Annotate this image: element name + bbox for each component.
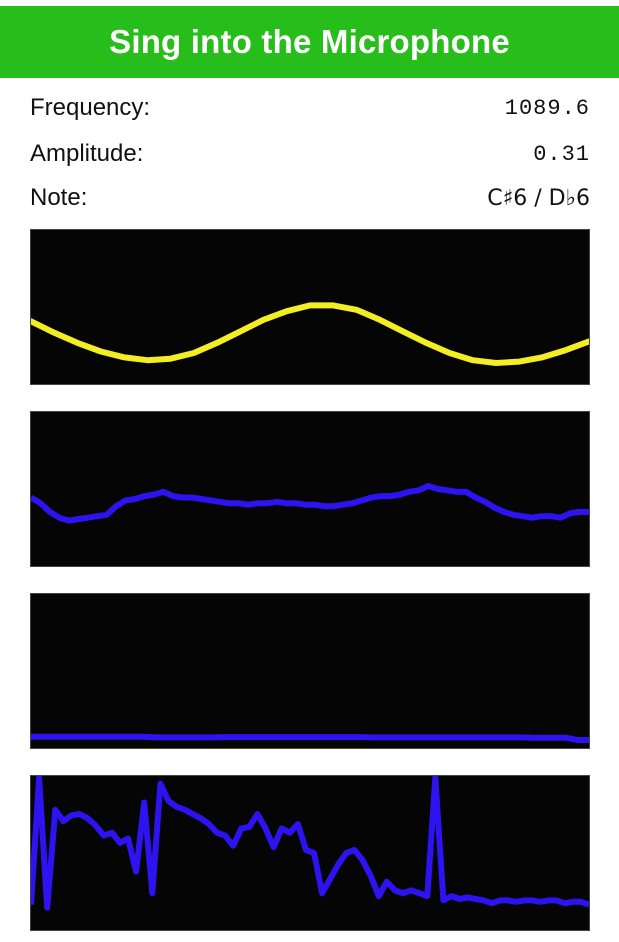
spectrum-plot-2 [30, 593, 590, 749]
spectrum-plot-3 [30, 775, 590, 931]
spectrum-svg-1 [31, 483, 589, 524]
spectrum-svg-3 [31, 776, 589, 911]
note-label: Note: [30, 184, 88, 211]
spectrum-line-1 [31, 483, 589, 524]
spectrum-line-2 [31, 733, 589, 743]
note-row: Note: C♯6 / D♭6 [30, 181, 590, 215]
amplitude-value: 0.31 [533, 141, 590, 167]
frequency-value: 1089.6 [504, 95, 590, 121]
spectrum-svg-2 [31, 733, 589, 743]
amplitude-row: Amplitude: 0.31 [30, 137, 590, 171]
note-value: C♯6 / D♭6 [487, 185, 590, 211]
amplitude-label: Amplitude: [30, 140, 144, 167]
waveform-svg [31, 302, 589, 366]
frequency-label: Frequency: [30, 94, 151, 121]
frequency-row: Frequency: 1089.6 [30, 91, 590, 125]
page-title: Sing into the Microphone [109, 23, 510, 60]
header-bar: Sing into the Microphone [0, 6, 619, 78]
spectrum-line-3 [31, 776, 589, 911]
waveform-plot [30, 229, 590, 385]
waveform-line [31, 302, 589, 366]
spectrum-plot-1 [30, 411, 590, 567]
